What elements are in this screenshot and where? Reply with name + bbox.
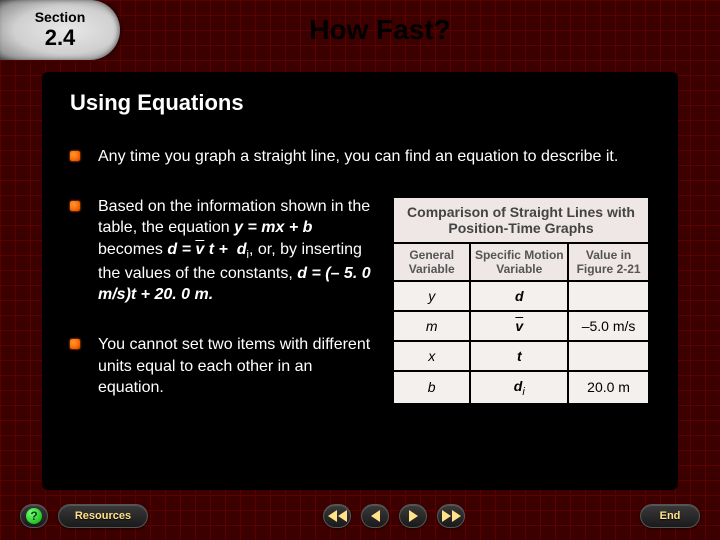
table-cell bbox=[568, 281, 649, 311]
equation-ymxb: y = mx + b bbox=[234, 219, 312, 236]
help-icon: ? bbox=[26, 508, 42, 524]
table-header: Value in Figure 2-21 bbox=[568, 243, 649, 281]
section-number: 2.4 bbox=[45, 25, 76, 51]
section-badge: Section 2.4 bbox=[0, 0, 120, 60]
table-column: Comparison of Straight Lines with Positi… bbox=[392, 196, 650, 406]
table-cell: –5.0 m/s bbox=[568, 311, 649, 341]
table-cell: y bbox=[393, 281, 470, 311]
bullet-icon bbox=[70, 151, 80, 161]
resources-button[interactable]: Resources bbox=[58, 504, 148, 528]
table-cell: di bbox=[470, 371, 568, 405]
footer-nav: ? Resources End bbox=[20, 502, 700, 530]
table-cell: b bbox=[393, 371, 470, 405]
prev-icon bbox=[371, 510, 380, 522]
table-header: General Variable bbox=[393, 243, 470, 281]
end-button[interactable]: End bbox=[640, 504, 700, 528]
eq-part: t + d bbox=[204, 241, 246, 258]
bullet-item: Any time you graph a straight line, you … bbox=[70, 146, 650, 168]
bullet-text: You cannot set two items with different … bbox=[98, 334, 376, 399]
table-row: y d bbox=[393, 281, 649, 311]
content-panel: Using Equations Any time you graph a str… bbox=[42, 72, 678, 490]
bullet-item: Based on the information shown in the ta… bbox=[70, 196, 376, 306]
section-label: Section bbox=[35, 9, 86, 25]
bullet-icon bbox=[70, 201, 80, 211]
table-cell: t bbox=[470, 341, 568, 371]
table-header: Specific Motion Variable bbox=[470, 243, 568, 281]
bullet-item: You cannot set two items with different … bbox=[70, 334, 376, 399]
help-button[interactable]: ? bbox=[20, 504, 48, 528]
last-button[interactable] bbox=[437, 504, 465, 528]
table-cell: 20.0 m bbox=[568, 371, 649, 405]
text-column: Based on the information shown in the ta… bbox=[70, 196, 376, 427]
table-title: Comparison of Straight Lines with Positi… bbox=[393, 197, 649, 243]
slide: Section 2.4 How Fast? Using Equations An… bbox=[0, 0, 720, 540]
header: Section 2.4 How Fast? bbox=[0, 0, 720, 60]
v-bar: v bbox=[195, 241, 204, 258]
next-button[interactable] bbox=[399, 504, 427, 528]
eq-sep: becomes bbox=[98, 241, 167, 258]
bullet-icon bbox=[70, 339, 80, 349]
equation-dvtdi: d = bbox=[167, 241, 195, 258]
bullet-text: Based on the information shown in the ta… bbox=[98, 196, 376, 306]
body-row: Based on the information shown in the ta… bbox=[70, 196, 650, 427]
table-row: b di 20.0 m bbox=[393, 371, 649, 405]
resources-label: Resources bbox=[75, 510, 131, 522]
end-label: End bbox=[660, 510, 681, 522]
table-cell bbox=[568, 341, 649, 371]
table-cell: d bbox=[470, 281, 568, 311]
prev-button[interactable] bbox=[361, 504, 389, 528]
next-icon bbox=[409, 510, 418, 522]
table-cell: x bbox=[393, 341, 470, 371]
table-cell: v bbox=[470, 311, 568, 341]
first-icon bbox=[328, 510, 347, 522]
comparison-table: Comparison of Straight Lines with Positi… bbox=[392, 196, 650, 406]
bullet-text: Any time you graph a straight line, you … bbox=[98, 146, 618, 168]
last-icon bbox=[442, 510, 461, 522]
table-row: x t bbox=[393, 341, 649, 371]
slide-title: How Fast? bbox=[120, 14, 720, 46]
table-row: m v –5.0 m/s bbox=[393, 311, 649, 341]
content-heading: Using Equations bbox=[70, 90, 650, 116]
table-cell: m bbox=[393, 311, 470, 341]
first-button[interactable] bbox=[323, 504, 351, 528]
